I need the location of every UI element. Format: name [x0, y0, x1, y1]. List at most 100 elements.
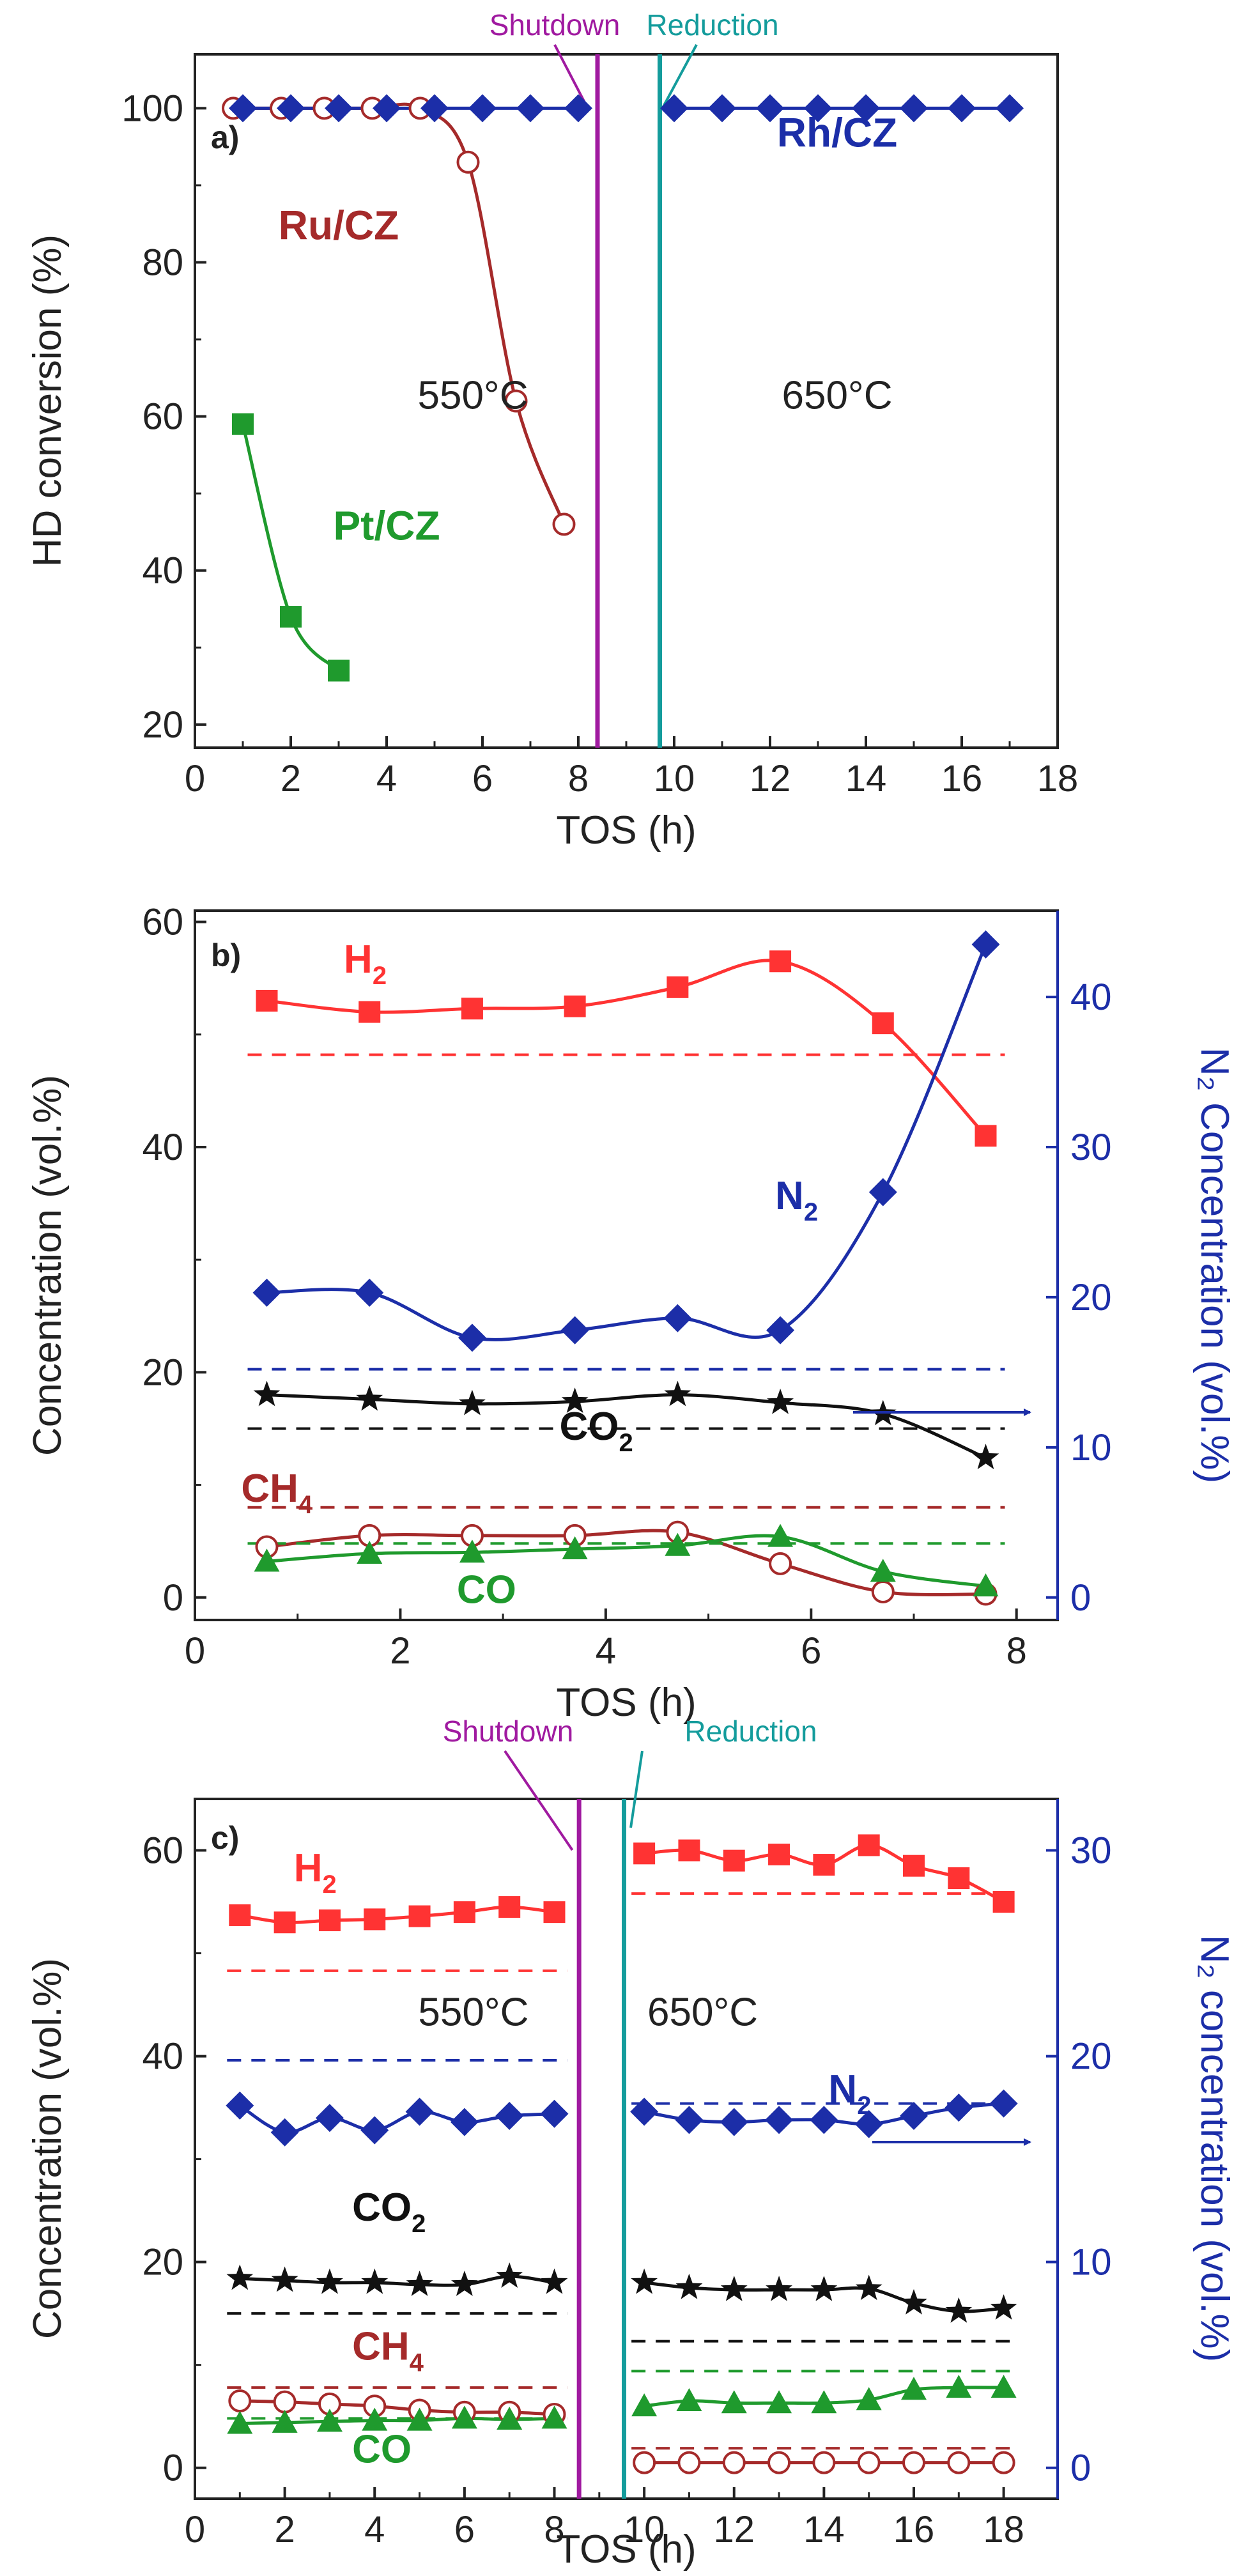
n2-marker — [663, 1304, 692, 1332]
h2-marker — [274, 1911, 296, 1934]
co-marker — [676, 2388, 702, 2412]
ch4-marker — [677, 2451, 701, 2474]
label-ch4-c: CH4 — [352, 2325, 424, 2377]
panel-c-xtick-label: 8 — [544, 2509, 564, 2550]
panel-a-xtick-label: 14 — [845, 758, 887, 799]
n2-marker — [540, 2099, 569, 2128]
h2-marker — [364, 1908, 386, 1931]
panel-a-xtick-label: 16 — [941, 758, 983, 799]
co-marker — [990, 2375, 1017, 2398]
panel-b-ytick-label: 60 — [142, 902, 183, 943]
panel-b-xtick-label: 4 — [596, 1630, 616, 1672]
pt-cz-marker — [232, 413, 254, 435]
panel-c-xtick-label: 10 — [624, 2509, 665, 2550]
h2-marker — [543, 1901, 566, 1924]
co2-marker — [406, 2271, 433, 2296]
label-ru-cz: Ru/CZ — [279, 202, 399, 248]
n2-marker — [854, 2109, 883, 2138]
panel-b-label: b) — [211, 937, 241, 973]
n2-marker — [405, 2097, 434, 2126]
panel-a-xtick-label: 8 — [568, 758, 589, 799]
panel-a-xtick-label: 6 — [472, 758, 493, 799]
rh-cz-marker — [564, 94, 592, 123]
label-subscript: 4 — [410, 2349, 424, 2377]
co-marker — [357, 1541, 383, 1564]
panel-c-xtick-label: 2 — [274, 2509, 295, 2550]
panel-b-frame — [194, 909, 1059, 1621]
rh-cz-marker — [996, 94, 1024, 123]
n2-marker — [675, 2106, 704, 2134]
n2-marker — [766, 1316, 795, 1345]
co2-marker — [316, 2268, 343, 2294]
ch4-marker — [857, 2451, 881, 2474]
panel-b-xtick-label: 2 — [390, 1630, 410, 1672]
h2-marker — [564, 995, 586, 1017]
co-marker — [316, 2409, 343, 2432]
co2-marker — [720, 2276, 748, 2301]
co2-marker — [972, 1444, 999, 1470]
panel-c-label: c) — [211, 1820, 239, 1856]
n2-marker — [252, 1278, 281, 1307]
h2-marker — [678, 1839, 700, 1862]
ch4-marker — [871, 1580, 895, 1603]
label-h2-c: H2 — [294, 1846, 337, 1899]
co2-marker — [541, 2268, 568, 2294]
co2-marker — [459, 1389, 486, 1415]
h2-marker — [992, 1891, 1015, 1913]
co-marker — [272, 2409, 298, 2433]
ru-cz-line — [233, 102, 566, 525]
n2-marker — [360, 2116, 389, 2145]
panel-a-xtick-label: 12 — [750, 758, 791, 799]
panel-b-y2label: N₂ Concentration (vol.%) — [1192, 1047, 1237, 1483]
rh-cz-marker — [277, 94, 305, 123]
panel-b-y2tick-label: 10 — [1070, 1427, 1112, 1469]
panel-a-ytick-label: 80 — [142, 242, 183, 284]
h2-marker — [872, 1012, 894, 1035]
panel-b-y2tick-label: 20 — [1070, 1277, 1112, 1318]
n2-marker — [355, 1278, 384, 1307]
panel-c-xtick-label: 12 — [713, 2509, 755, 2550]
h2-marker — [768, 1843, 790, 1865]
co-marker — [973, 1573, 999, 1597]
co-marker — [254, 1548, 280, 1572]
shutdown-label-a: Shutdown — [489, 8, 620, 42]
h2-marker — [667, 976, 689, 998]
panel-a-frame — [194, 53, 1059, 749]
n2-marker — [458, 1323, 486, 1352]
co2-marker — [361, 2268, 389, 2294]
h2-marker — [903, 1855, 925, 1877]
h2-marker — [633, 1842, 656, 1865]
panel-b: 0 2 4 6 8 0 20 40 60 0 10 20 30 40 b) TOS (h) Concent… — [26, 902, 1237, 1725]
n2-marker — [315, 2104, 344, 2133]
panel-c-xtick-label: 6 — [454, 2509, 475, 2550]
co-marker — [665, 1532, 691, 1556]
panel-c-y2tick-label: 20 — [1070, 2036, 1112, 2078]
h2-marker — [723, 1849, 745, 1872]
co-marker — [856, 2387, 882, 2410]
h2-marker — [948, 1867, 970, 1889]
reduction-pointer-a — [661, 44, 698, 109]
ch4-marker — [228, 2389, 252, 2413]
label-co-b: CO — [457, 1568, 516, 1612]
label-rh-cz: Rh/CZ — [777, 110, 897, 156]
ru-cz-marker — [456, 150, 480, 174]
h2-marker — [408, 1905, 431, 1927]
co-marker — [497, 2407, 523, 2430]
panel-a-ytick-label: 40 — [142, 550, 183, 592]
co-marker — [362, 2407, 388, 2431]
co2-marker — [900, 2289, 927, 2315]
n2-marker — [630, 2097, 659, 2126]
reduction-pointer-c — [629, 1750, 644, 1828]
n2-marker — [868, 1178, 897, 1207]
panel-b-xtick-label: 8 — [1006, 1630, 1027, 1672]
co-marker — [631, 2393, 658, 2417]
rh-cz-marker — [756, 94, 784, 123]
label-subscript: 4 — [298, 1491, 313, 1519]
rh-cz-marker — [468, 94, 497, 123]
panel-c-xtick-label: 0 — [185, 2509, 205, 2550]
h2-marker — [453, 1901, 475, 1924]
rh-cz-marker — [420, 94, 449, 123]
panel-c-y2label: N₂ concentration (vol.%) — [1192, 1935, 1237, 2362]
n2-marker — [226, 2091, 254, 2120]
